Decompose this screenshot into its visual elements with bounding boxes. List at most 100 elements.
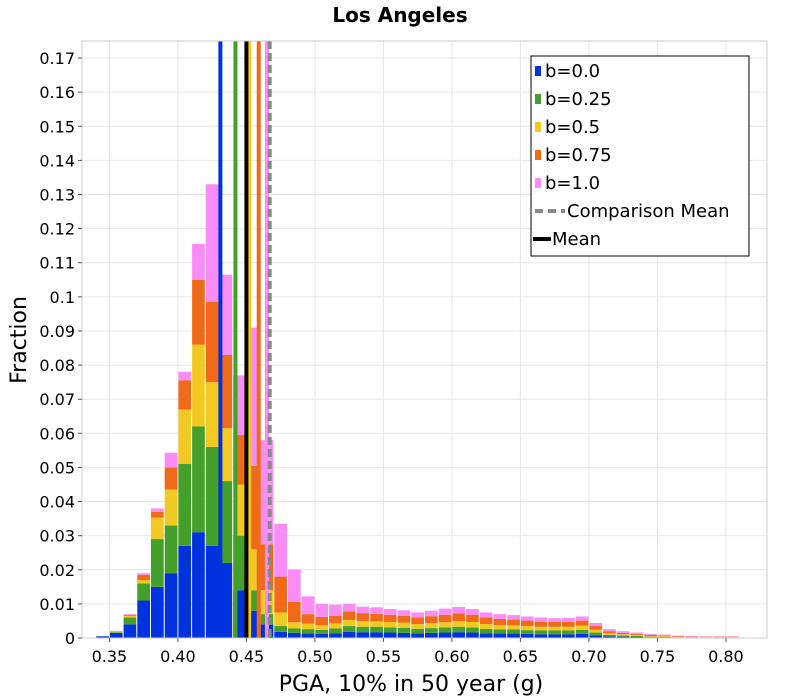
bar-segment-b025 (329, 628, 342, 634)
bar-segment-b05 (192, 344, 205, 427)
bar-segment-b00 (507, 633, 520, 638)
bar-segment-b00 (493, 633, 507, 638)
bar-segment-b05 (438, 622, 452, 628)
x-axis-ticks: 0.35 0.40 0.45 0.50 0.55 0.60 0.65 0.70 0.75 0.80 (92, 638, 744, 666)
x-tick-label: 0.70 (571, 647, 607, 666)
bar-segment-b00 (479, 633, 493, 638)
bar-segment-b025 (575, 629, 589, 634)
bar-segment-b00 (178, 545, 192, 638)
mean-lines-layer (218, 41, 272, 638)
bar-segment-b10 (315, 603, 329, 617)
bar-segment-b10 (397, 610, 411, 616)
bar-segment-b025 (274, 626, 287, 632)
bar-segment-b10 (616, 631, 630, 633)
bar-segment-b075 (466, 614, 479, 622)
legend-label: b=0.75 (545, 145, 612, 166)
legend-swatch (535, 66, 541, 76)
bar-segment-b00 (562, 634, 575, 638)
x-tick-label: 0.40 (160, 647, 196, 666)
bar-segment-b00 (109, 632, 123, 638)
plot-frame (81, 40, 768, 639)
bar-segment-b00 (630, 636, 644, 638)
bar-segment-b075 (315, 616, 329, 626)
bar-segment-b05 (178, 409, 192, 465)
bar-segment-b025 (411, 628, 424, 634)
bar-segment-b10 (657, 634, 671, 636)
bar-segment-b00 (301, 633, 315, 638)
bar-segment-b10 (219, 274, 233, 355)
bar-segment-b10 (274, 523, 287, 577)
bar-segment-b075 (671, 636, 685, 637)
bar-segment-b00 (123, 624, 137, 638)
legend-label: b=0.0 (545, 61, 600, 82)
bar-segment-b025 (452, 626, 466, 633)
y-tick-label: 0.06 (39, 424, 75, 443)
bar-segment-b00 (397, 632, 411, 638)
x-axis-label: PGA, 10% in 50 year (g) (279, 672, 543, 697)
bar-segment-b075 (192, 279, 205, 345)
bar-segment-b025 (192, 426, 205, 533)
bar-segment-b05 (479, 624, 493, 629)
bar-segment-b025 (315, 629, 329, 634)
bar-segment-b00 (370, 632, 383, 638)
bar-segment-b10 (534, 617, 548, 622)
bar-segment-b075 (151, 511, 164, 518)
bar-segment-b025 (603, 634, 616, 637)
y-tick-label: 0.1 (50, 288, 75, 307)
bar-segment-b10 (685, 635, 698, 637)
bar-segment-b10 (151, 508, 164, 512)
bar-segment-b00 (342, 631, 356, 638)
bar-segment-b05 (657, 636, 671, 637)
chart-title: Los Angeles (332, 3, 467, 27)
bar-segment-b075 (562, 621, 575, 627)
bar-segment-b05 (397, 622, 411, 628)
bar-segment-b05 (164, 489, 178, 526)
x-tick-label: 0.60 (434, 647, 470, 666)
bar-segment-b075 (644, 634, 657, 636)
legend-label: b=1.0 (545, 173, 600, 194)
bar-segment-b00 (137, 600, 150, 638)
bar-segment-b05 (493, 625, 507, 630)
bar-segment-b10 (438, 608, 452, 615)
bar-segment-b10 (370, 607, 383, 614)
bar-segment-b075 (137, 574, 150, 581)
bar-segment-b05 (630, 634, 644, 636)
legend-swatch (535, 178, 541, 188)
bar-segment-b10 (164, 452, 178, 468)
bars-layer (96, 184, 740, 638)
bar-segment-b10 (466, 609, 479, 615)
bar-segment-b00 (616, 636, 630, 638)
bar-segment-b00 (411, 633, 424, 638)
bar-segment-b05 (644, 635, 657, 637)
x-tick-label: 0.45 (229, 647, 265, 666)
y-tick-label: 0.14 (39, 151, 75, 170)
bar-segment-b10 (205, 184, 219, 302)
x-tick-label: 0.80 (708, 647, 744, 666)
bar-segment-b00 (288, 632, 301, 638)
bar-segment-b05 (123, 615, 137, 618)
bar-segment-b05 (520, 626, 534, 631)
bar-segment-b00 (548, 634, 561, 638)
bar-segment-b025 (205, 446, 219, 546)
bar-segment-b00 (315, 633, 329, 638)
bar-segment-b10 (589, 622, 603, 627)
bar-segment-b05 (370, 621, 383, 627)
legend-box (530, 55, 750, 257)
y-tick-label: 0.07 (39, 390, 75, 409)
bar-segment-b05 (575, 625, 589, 630)
legend: b=0.0 b=0.25 b=0.5 b=0.75 b=1.0 Comparison Me… (530, 55, 750, 257)
bar-segment-b075 (589, 626, 603, 630)
bar-segment-b075 (657, 635, 671, 637)
y-tick-label: 0.01 (39, 595, 75, 614)
bar-segment-b025 (342, 626, 356, 632)
bar-segment-b05 (315, 625, 329, 630)
y-axis-ticks: 0 0.01 0.02 0.03 0.04 0.05 0.06 0.07 0.08 0.09 0.1… (39, 49, 82, 648)
bar-segment-b075 (630, 633, 644, 635)
bar-segment-b10 (356, 606, 370, 614)
bar-segment-b05 (288, 622, 301, 629)
bar-segment-b075 (493, 618, 507, 626)
bar-segment-b075 (205, 301, 219, 383)
y-tick-label: 0.04 (39, 493, 75, 512)
bar-segment-b025 (383, 627, 397, 633)
x-tick-label: 0.50 (297, 647, 333, 666)
